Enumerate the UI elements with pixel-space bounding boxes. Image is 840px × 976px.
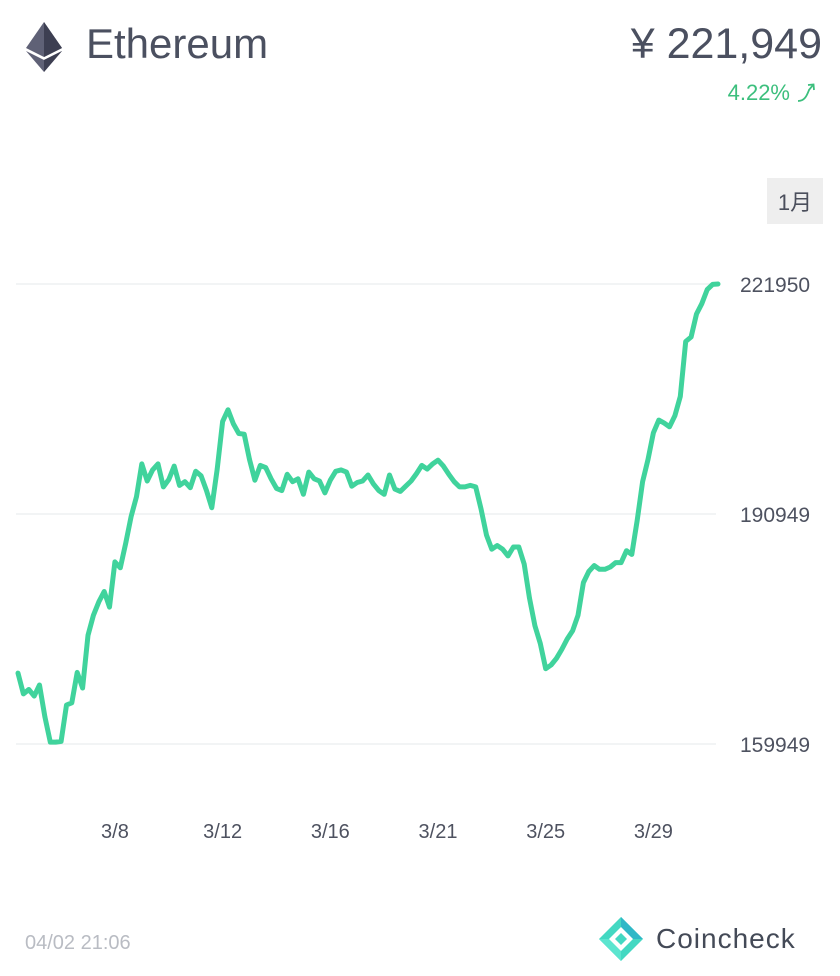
- y-axis-ticks: 221950 190949 159949: [740, 274, 810, 757]
- y-tick-label: 190949: [740, 504, 810, 527]
- timestamp: 04/02 21:06: [25, 932, 131, 954]
- coincheck-logo-icon: [599, 917, 643, 961]
- price-change-value: 4.22%: [727, 80, 790, 105]
- ethereum-icon: [26, 22, 62, 72]
- brand-name: Coincheck: [656, 923, 796, 954]
- header: Ethereum ¥ 221,949 4.22%: [0, 0, 840, 120]
- brand-logo: Coincheck: [598, 916, 796, 962]
- range-selector-button[interactable]: 1月: [767, 178, 823, 224]
- current-price: ¥ 221,949: [630, 20, 822, 68]
- x-tick-label: 3/12: [203, 821, 242, 843]
- x-tick-label: 3/16: [311, 821, 350, 843]
- x-axis-ticks: 3/8 3/12 3/16 3/21 3/25 3/29: [101, 821, 673, 843]
- price-change: 4.22%: [728, 80, 818, 106]
- trend-up-arrow-icon: [797, 83, 815, 102]
- gridlines: [16, 283, 716, 745]
- y-tick-label: 221950: [740, 274, 810, 297]
- x-tick-label: 3/29: [634, 821, 673, 843]
- coin-name: Ethereum: [86, 20, 269, 67]
- x-tick-label: 3/25: [526, 821, 565, 843]
- y-tick-label: 159949: [740, 734, 810, 757]
- x-tick-label: 3/21: [419, 821, 458, 843]
- x-tick-label: 3/8: [101, 821, 129, 843]
- price-line: [15, 281, 721, 745]
